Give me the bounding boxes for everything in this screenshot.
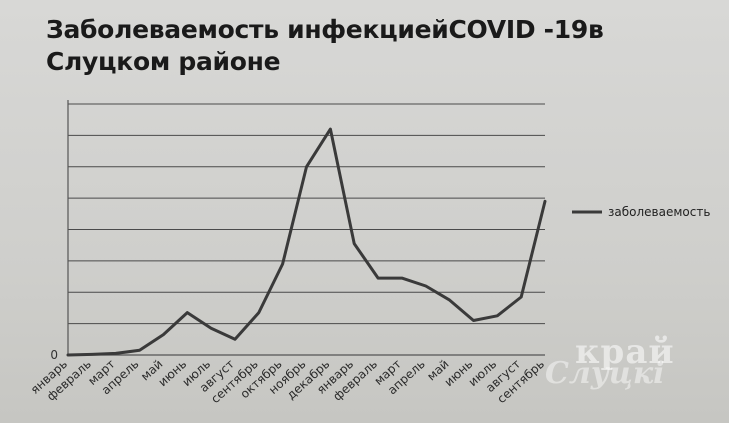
watermark-logo-bottom: Слуцкі	[545, 356, 665, 391]
y-tick-labels: 0	[50, 348, 58, 362]
chart-title: Заболеваемость инфекциейCOVID -19в Слуцк…	[46, 15, 604, 76]
legend-label: заболеваемость	[608, 205, 710, 219]
watermark-logo-top: край	[575, 332, 675, 372]
x-tick-labels: январьфевральмартапрельмайиюньиюльавгуст…	[28, 357, 547, 406]
series-line-заболеваемость	[66, 127, 547, 357]
axes	[67, 100, 545, 356]
legend: заболеваемость	[572, 205, 710, 219]
series-lines	[66, 127, 547, 357]
y-tick-label: 0	[50, 348, 58, 362]
gridlines	[68, 103, 545, 325]
